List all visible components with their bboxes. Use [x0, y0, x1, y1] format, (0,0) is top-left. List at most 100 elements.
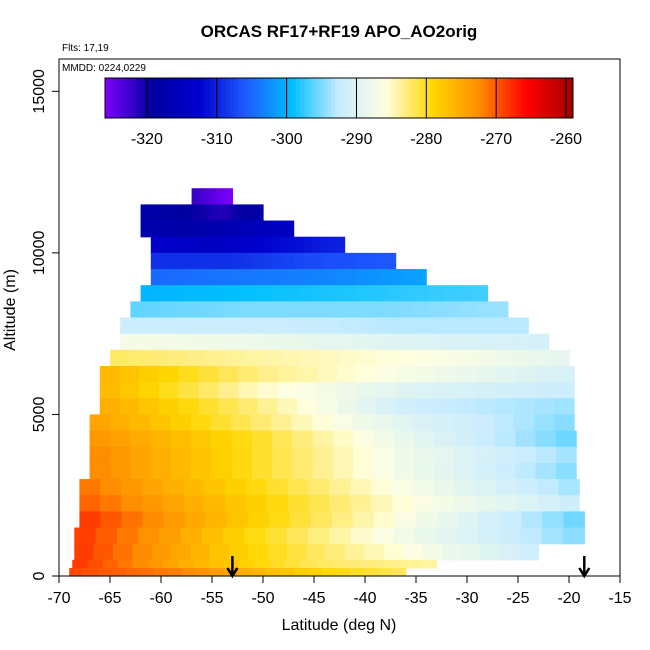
heatmap-cell [125, 567, 140, 577]
heatmap-cell [227, 333, 246, 351]
heatmap-cell [89, 414, 111, 432]
heatmap-cell [184, 511, 207, 529]
colorbar-swatch [116, 78, 122, 118]
heatmap-cell [252, 204, 259, 222]
heatmap-cell [170, 543, 191, 561]
heatmap-cell [251, 462, 273, 480]
heatmap-cell [220, 188, 223, 206]
colorbar-swatch [261, 78, 266, 118]
heatmap-cell [140, 285, 156, 302]
heatmap-cell [190, 414, 212, 432]
heatmap-cell [434, 462, 456, 480]
heatmap-cell [444, 301, 462, 319]
colorbar-swatch [549, 78, 554, 118]
x-axis-label: Latitude (deg N) [282, 617, 397, 634]
x-tick-label: -55 [200, 590, 223, 607]
colorbar-swatch [132, 78, 137, 118]
heatmap-cell [141, 495, 164, 512]
heatmap-cell [271, 301, 289, 319]
heatmap-cell [375, 252, 386, 270]
colorbar-swatch [136, 78, 141, 118]
colorbar-swatch [436, 78, 441, 118]
heatmap-cell [317, 365, 338, 383]
heatmap-cell [148, 559, 164, 569]
heatmap-cell [247, 511, 270, 529]
heatmap-cell [166, 204, 172, 222]
colorbar-swatch [307, 78, 313, 118]
colorbar-swatch [155, 78, 161, 118]
heatmap-cell [537, 479, 559, 496]
heatmap-cell [370, 333, 389, 351]
heatmap-cell [541, 527, 564, 545]
heatmap-cell [227, 188, 230, 206]
heatmap-cell [212, 204, 218, 222]
x-tick-label: -50 [251, 590, 274, 607]
heatmap-cell [332, 430, 354, 448]
colorbar-swatch [331, 78, 336, 118]
heatmap-cell [120, 317, 138, 335]
colorbar-swatch [362, 78, 367, 118]
heatmap-cell [286, 527, 309, 545]
heatmap-cell [132, 559, 149, 569]
heatmap-cell [356, 398, 378, 416]
heatmap-cell [154, 317, 172, 335]
axes: -70 -65 -60 -55 -50 -45 -40 -35 -30 -25 -20 -15 0 500… [31, 69, 632, 607]
x-tick-label: -65 [98, 590, 121, 607]
heatmap-cell [99, 365, 121, 383]
heatmap-cell [332, 462, 354, 480]
heatmap-cell [499, 527, 522, 545]
heatmap-cell [435, 398, 457, 416]
heatmap-cell [137, 317, 155, 335]
heatmap-cell [492, 349, 513, 367]
heatmap-cell [312, 462, 334, 480]
colorbar-swatch [253, 78, 258, 118]
heatmap-cell [329, 479, 351, 496]
colorbar-swatch [514, 78, 519, 118]
heatmap-cell [150, 252, 162, 270]
heatmap-cell [334, 252, 346, 270]
colorbar-swatch [288, 78, 293, 118]
heatmap-cell [514, 398, 536, 416]
heatmap-cell [307, 567, 323, 577]
heatmap-cell [284, 559, 301, 569]
colorbar-swatch [186, 78, 192, 118]
heatmap-cell [271, 236, 281, 254]
colorbar-swatch [335, 78, 340, 118]
heatmap-cell [334, 333, 353, 351]
heatmap-cell [394, 511, 417, 529]
x-tick-label: -20 [557, 590, 580, 607]
heatmap-cell [311, 269, 324, 286]
heatmap-cell [299, 285, 315, 302]
heatmap-cell [371, 285, 387, 302]
heatmap-cell [535, 430, 557, 448]
heatmap-cell [139, 382, 160, 399]
colorbar-swatch [183, 78, 188, 118]
heatmap-cell [413, 446, 435, 464]
heatmap-cell [99, 382, 121, 399]
heatmap-cell [161, 204, 167, 222]
colorbar-swatch [381, 78, 387, 118]
heatmap-cell [196, 204, 203, 222]
heatmap-cell [89, 462, 111, 480]
heatmap-cell [190, 543, 211, 561]
colorbar-swatch [140, 78, 145, 118]
heatmap-cell [120, 333, 139, 351]
colorbar-swatch [452, 78, 457, 118]
heatmap-cell [530, 333, 550, 351]
heatmap-cell [375, 559, 392, 569]
heatmap-cell [231, 446, 253, 464]
heatmap-cell [139, 567, 154, 577]
heatmap-cell [312, 236, 321, 254]
colorbar-swatch [272, 78, 278, 118]
heatmap-cell [368, 269, 381, 286]
heatmap-cell [416, 382, 437, 399]
colorbar-swatch [342, 78, 348, 118]
heatmap-cell [205, 349, 226, 367]
colorbar-swatch [385, 78, 391, 118]
heatmap-cell [493, 414, 515, 432]
heatmap-cell [181, 567, 197, 577]
heatmap-cell [224, 301, 242, 319]
heatmap-cell [223, 236, 233, 254]
heatmap-cell [308, 527, 330, 545]
heatmap-cell [121, 479, 143, 496]
